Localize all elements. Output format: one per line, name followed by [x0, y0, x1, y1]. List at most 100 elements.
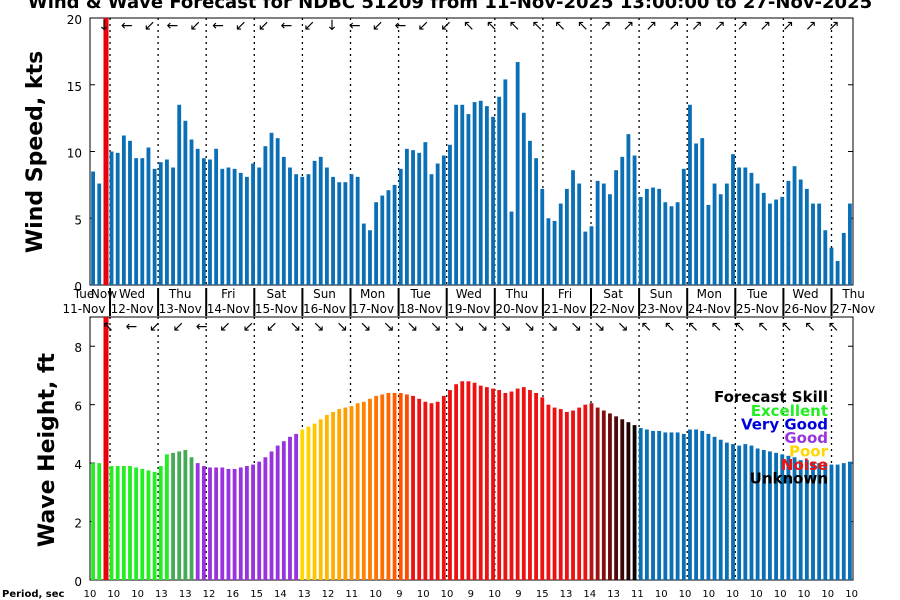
wind-bar [521, 112, 526, 285]
wave-arrow-icon: ← [126, 319, 138, 335]
day-of-week-label: Wed [792, 287, 818, 301]
wave-bar [651, 430, 655, 580]
wave-bar [608, 413, 612, 580]
wind-bar [755, 183, 760, 285]
wind-bar [515, 62, 520, 286]
wind-bar [288, 167, 292, 285]
wind-bar [731, 154, 735, 285]
wind-bar [429, 174, 434, 285]
wind-bar [128, 140, 132, 285]
wind-bar [700, 138, 705, 285]
wind-bar [780, 196, 785, 285]
wave-bar [558, 409, 563, 580]
wave-bar [115, 466, 120, 580]
wind-y-axis-label: Wind Speed, kts [23, 51, 48, 253]
wind-bar [441, 155, 446, 285]
wind-bar [817, 203, 822, 285]
wind-arrow-icon: ↖ [486, 18, 498, 34]
wave-bar [146, 470, 151, 580]
wave-arrow-icon: ↖ [804, 319, 816, 335]
wind-bar [546, 218, 551, 285]
wave-bar [737, 445, 742, 580]
wind-arrow-icon: ↓ [98, 18, 110, 34]
wind-bar [491, 116, 495, 285]
wind-arrow-icon: ↖ [577, 18, 589, 34]
wind-bar [232, 168, 237, 285]
wind-speed-panel: 0 5 10 15 20 ↓ ← ↙ ← ↙ ← ↙ ↙ ← ↙ ↓ ← ↙ ← ↙ ↙ ↖ ↖ ↖ ↖ ↖ ↖ ↗ ↗ ↗ ↗ ↗ ↗ ↗ ↗ ↗ ↗… [62, 13, 875, 316]
wind-bar [392, 184, 397, 285]
wave-bar [546, 404, 551, 580]
period-label: 15 [536, 589, 549, 600]
wind-bar [620, 156, 625, 285]
period-label: 10 [750, 589, 763, 600]
wave-bar [183, 449, 188, 580]
wind-bar [503, 79, 508, 285]
wave-ytick-label: 0 [74, 575, 82, 589]
wind-bar [374, 202, 379, 285]
wind-arrow-icon: ↓ [326, 18, 338, 34]
wind-arrow-icon: ↖ [509, 18, 521, 34]
wave-bar [743, 444, 748, 580]
wave-bar [472, 382, 477, 580]
wind-bar [318, 156, 323, 285]
wave-bar [817, 463, 822, 580]
wave-bar [626, 422, 631, 580]
wind-bar [189, 139, 194, 285]
wave-bar [688, 429, 692, 580]
period-label: 10 [488, 589, 501, 600]
wave-bar [638, 428, 643, 580]
wave-arrow-icon: ↖ [102, 319, 114, 335]
wave-bar [731, 444, 735, 580]
period-labels: 10 10 10 13 13 12 16 15 14 13 12 11 10 9 10 10 9 10 9 15 13 1… [84, 589, 858, 600]
wind-bar [281, 156, 286, 285]
wave-bar [226, 468, 231, 580]
wave-bar [669, 432, 674, 580]
wave-arrow-icon: ← [196, 319, 208, 335]
wave-frame [89, 316, 854, 581]
wind-bar [97, 183, 102, 285]
wave-bar [755, 448, 760, 580]
wave-bar [663, 432, 668, 580]
wave-bar [804, 460, 809, 580]
wind-arrow-icon: ↖ [531, 18, 543, 34]
wave-ytick-label: 4 [74, 458, 82, 472]
wave-bar [380, 394, 385, 580]
wind-bar [571, 170, 575, 285]
wave-bar [140, 468, 145, 580]
wave-bar [620, 419, 625, 580]
wave-bar [165, 454, 169, 580]
wind-bar [835, 260, 840, 285]
wind-bar [688, 104, 692, 286]
wave-bar [497, 390, 502, 580]
wind-bar [768, 203, 772, 285]
date-label: 19-Nov [447, 302, 490, 316]
wave-bar [595, 407, 600, 580]
wave-bar [220, 467, 225, 580]
wave-bar [681, 433, 686, 580]
wind-bar [749, 172, 754, 285]
legend-item: Very Good [741, 416, 828, 434]
wind-bar [275, 138, 280, 285]
wave-bar [312, 423, 317, 580]
wind-bar [238, 172, 243, 285]
wave-bar [552, 407, 557, 580]
legend-item: Noise [781, 456, 828, 474]
wind-bar [718, 194, 723, 285]
day-of-week-label: Tue [746, 287, 768, 301]
wave-arrow-icon: ↖ [640, 319, 652, 335]
wind-bar [761, 192, 766, 285]
period-label: 9 [515, 589, 521, 600]
date-label: 12-Nov [111, 302, 154, 316]
period-label: 9 [396, 589, 402, 600]
wind-arrow-icon: ↗ [759, 18, 771, 34]
wave-arrow-icon: ↘ [523, 319, 535, 335]
wave-bar [263, 457, 268, 580]
wave-bar [208, 467, 212, 580]
wave-bar [491, 388, 495, 580]
wind-bar [509, 211, 514, 285]
wind-bar [466, 114, 471, 286]
wind-bar [460, 104, 465, 286]
wind-bar [269, 132, 274, 285]
wave-arrow-icon: ↘ [570, 319, 582, 335]
date-label: 27-Nov [832, 302, 875, 316]
